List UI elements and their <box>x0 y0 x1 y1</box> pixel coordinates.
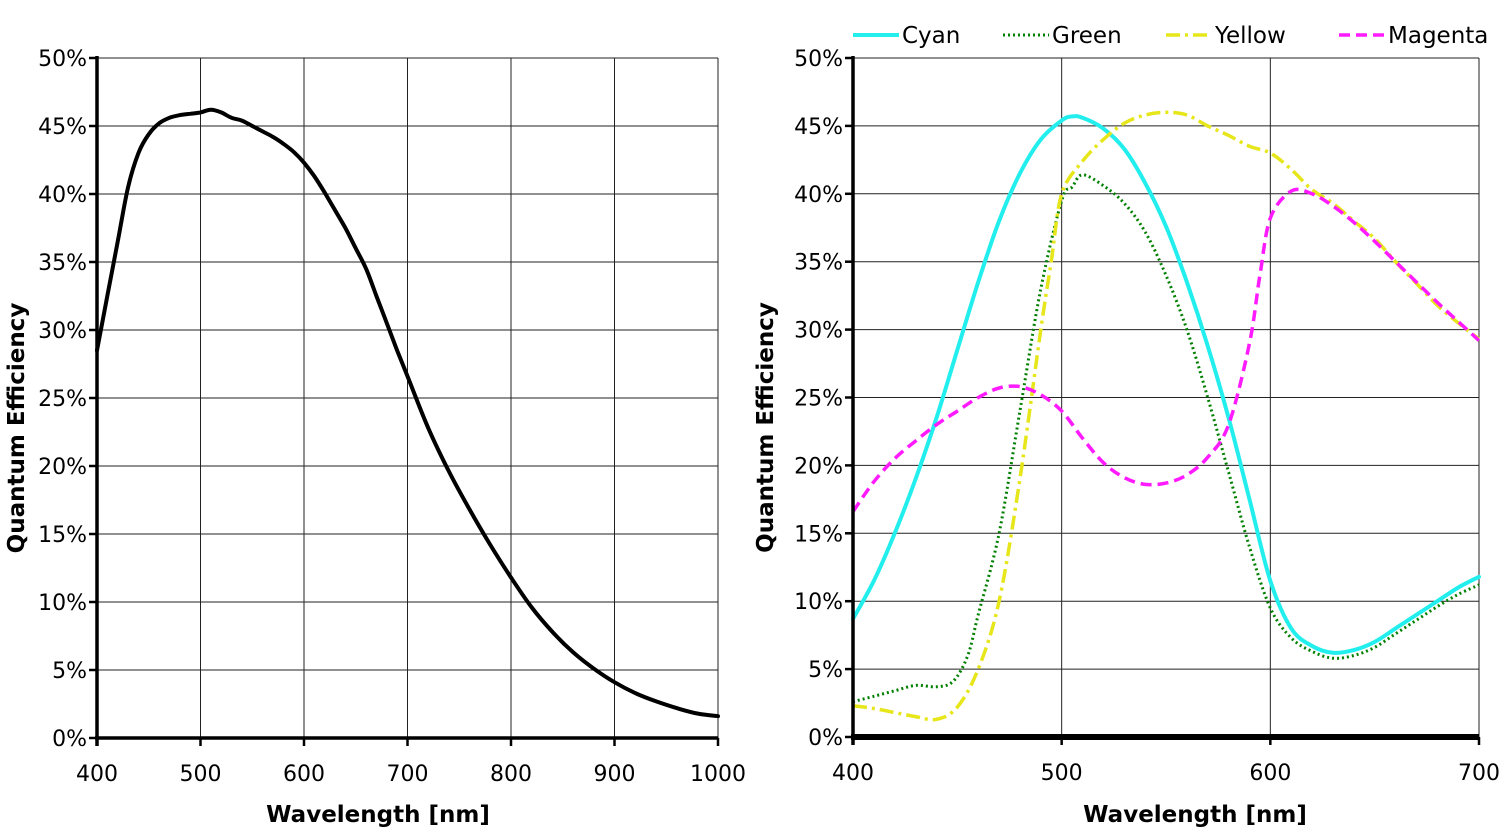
legend: Cyan Green Yellow Magenta <box>853 23 1488 49</box>
left-y-tick-label: 40% <box>38 183 87 208</box>
right-y-tick-label: 50% <box>794 47 843 72</box>
left-y-tick-label: 20% <box>38 455 87 480</box>
left-x-tick-label: 800 <box>490 762 532 787</box>
right-y-tick-label: 35% <box>794 251 843 276</box>
left-y-tick-label: 35% <box>38 251 87 276</box>
right-y-tick-label: 45% <box>794 115 843 140</box>
left-y-tick-label: 45% <box>38 115 87 140</box>
right-series-line-green <box>852 173 1480 704</box>
right-series-group <box>851 110 1481 722</box>
right-y-tick-label: 5% <box>808 658 843 683</box>
left-x-axis-title: Wavelength [nm] <box>266 802 490 828</box>
left-x-tick-label: 600 <box>283 762 325 787</box>
right-grid <box>852 57 1480 738</box>
left-y-tick-label: 30% <box>38 319 87 344</box>
legend-label-magenta: Magenta <box>1388 23 1488 49</box>
legend-label-yellow: Yellow <box>1214 23 1286 49</box>
right-y-tick-label: 20% <box>794 454 843 479</box>
right-y-axis-title: Quantum Efficiency <box>753 302 779 553</box>
legend-label-green: Green <box>1052 23 1122 49</box>
left-y-tick-label: 10% <box>38 591 87 616</box>
left-y-tick-label: 0% <box>52 727 87 752</box>
right-y-tick-label: 30% <box>794 319 843 344</box>
chart-left-panel: 0% 5% 10% 15% 20% 25% 30% 35% 40% 45% 50% 400 500 600… <box>4 47 746 828</box>
right-x-tick-label: 700 <box>1458 761 1500 786</box>
legend-label-cyan: Cyan <box>902 23 960 49</box>
left-x-tick-label: 1000 <box>690 762 746 787</box>
left-x-tick-label: 400 <box>76 762 118 787</box>
right-y-tick-label: 15% <box>794 522 843 547</box>
left-x-tick-label: 900 <box>594 762 636 787</box>
left-x-tick-label: 700 <box>387 762 429 787</box>
left-series-group <box>95 107 720 719</box>
right-y-tick-label: 40% <box>794 183 843 208</box>
right-series-line-yellow <box>852 110 1481 722</box>
right-x-axis-title: Wavelength [nm] <box>1083 802 1307 828</box>
right-x-tick-label: 500 <box>1041 761 1083 786</box>
left-series-line-series-0 <box>95 107 720 719</box>
chart-right-panel: 0% 5% 10% 15% 20% 25% 30% 35% 40% 45% 50% 400 500 600… <box>753 23 1500 828</box>
right-x-tick-label: 400 <box>832 761 874 786</box>
left-grid <box>96 57 719 739</box>
left-y-axis-title: Quantum Efficiency <box>4 303 30 554</box>
right-series-line-magenta <box>851 187 1481 513</box>
left-axes: 0% 5% 10% 15% 20% 25% 30% 35% 40% 45% 50% 400 500 600… <box>38 47 746 787</box>
right-y-tick-label: 0% <box>808 726 843 751</box>
right-x-tick-label: 600 <box>1249 761 1291 786</box>
left-y-tick-label: 15% <box>38 523 87 548</box>
left-x-tick-label: 500 <box>180 762 222 787</box>
right-y-tick-label: 25% <box>794 387 843 412</box>
right-axes: 0% 5% 10% 15% 20% 25% 30% 35% 40% 45% 50% 400 500 600… <box>794 47 1500 786</box>
left-y-tick-label: 50% <box>38 47 87 72</box>
left-y-tick-label: 5% <box>52 659 87 684</box>
right-y-tick-label: 10% <box>794 590 843 615</box>
right-series-line-cyan <box>851 114 1481 655</box>
left-y-tick-label: 25% <box>38 387 87 412</box>
